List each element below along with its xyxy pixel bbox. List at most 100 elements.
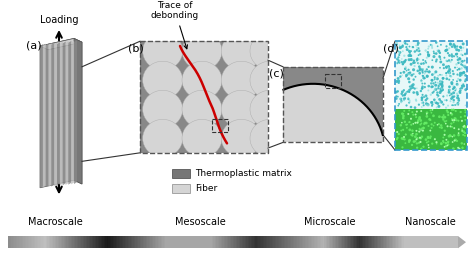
Point	[402, 122, 410, 127]
Point	[446, 78, 453, 82]
Bar	[326, 236, 328, 248]
Bar	[350, 236, 352, 248]
Bar	[104, 236, 106, 248]
Point	[459, 82, 467, 86]
Point	[398, 60, 405, 64]
Point	[401, 93, 409, 97]
Point	[424, 50, 432, 54]
Point	[434, 122, 441, 127]
Bar	[73, 236, 74, 248]
Point	[415, 53, 422, 57]
Point	[425, 54, 432, 58]
Point	[418, 95, 426, 100]
Bar	[310, 236, 311, 248]
Point	[407, 49, 415, 53]
Bar	[209, 236, 211, 248]
Point	[449, 78, 457, 82]
Bar	[266, 236, 268, 248]
Point	[419, 68, 426, 72]
Bar	[231, 236, 234, 248]
Point	[450, 91, 457, 95]
Bar	[206, 236, 208, 248]
Bar	[79, 236, 81, 248]
Point	[418, 98, 426, 102]
Point	[418, 62, 425, 66]
Point	[431, 71, 438, 76]
Bar	[43, 236, 45, 248]
Point	[418, 79, 425, 83]
Bar	[323, 236, 325, 248]
Point	[401, 66, 409, 71]
Bar	[273, 236, 275, 248]
Bar	[177, 236, 180, 248]
Point	[447, 99, 454, 103]
Point	[419, 126, 427, 130]
Point	[452, 88, 459, 93]
Text: (c): (c)	[269, 69, 284, 79]
Point	[446, 85, 453, 89]
Point	[454, 146, 462, 150]
Point	[398, 136, 406, 141]
Point	[418, 135, 426, 139]
Bar	[210, 236, 212, 248]
Bar	[356, 236, 358, 248]
Point	[398, 128, 405, 133]
Point	[431, 88, 438, 92]
Point	[453, 65, 461, 70]
Point	[405, 72, 413, 77]
Point	[451, 118, 458, 122]
Bar	[275, 236, 277, 248]
Point	[402, 90, 410, 94]
Point	[405, 139, 413, 143]
Point	[437, 60, 445, 64]
Bar	[276, 236, 279, 248]
Point	[418, 105, 426, 109]
Bar	[432, 236, 435, 248]
Point	[411, 49, 419, 54]
Point	[399, 49, 407, 53]
Bar	[436, 236, 438, 248]
Point	[396, 46, 404, 50]
Point	[418, 126, 426, 131]
Point	[407, 54, 415, 58]
Bar	[325, 74, 341, 88]
Point	[408, 57, 415, 62]
Text: Fiber: Fiber	[195, 184, 217, 193]
Point	[443, 77, 451, 81]
Bar	[423, 236, 426, 248]
Point	[458, 127, 466, 131]
Bar	[12, 236, 15, 248]
Point	[438, 85, 446, 89]
Point	[458, 59, 466, 63]
Point	[434, 95, 441, 99]
Bar	[164, 236, 166, 248]
Polygon shape	[54, 43, 57, 186]
Point	[453, 82, 461, 86]
Point	[445, 134, 453, 138]
Point	[441, 98, 448, 102]
Point	[435, 84, 442, 88]
Point	[441, 56, 448, 60]
Bar	[245, 236, 247, 248]
Point	[452, 109, 459, 113]
Bar	[405, 236, 408, 248]
Point	[396, 59, 404, 63]
Bar	[179, 236, 181, 248]
Point	[425, 88, 432, 93]
Point	[437, 43, 445, 47]
Point	[424, 47, 432, 51]
Text: (b): (b)	[128, 43, 144, 53]
Point	[412, 121, 419, 125]
Point	[417, 52, 424, 56]
Point	[421, 121, 428, 125]
Point	[441, 119, 448, 124]
Point	[450, 85, 458, 89]
Point	[399, 90, 406, 94]
Point	[439, 139, 447, 143]
Bar	[154, 236, 155, 248]
Bar	[116, 236, 118, 248]
Bar	[107, 236, 109, 248]
Bar	[147, 236, 149, 248]
Point	[439, 135, 447, 140]
Bar	[330, 236, 332, 248]
